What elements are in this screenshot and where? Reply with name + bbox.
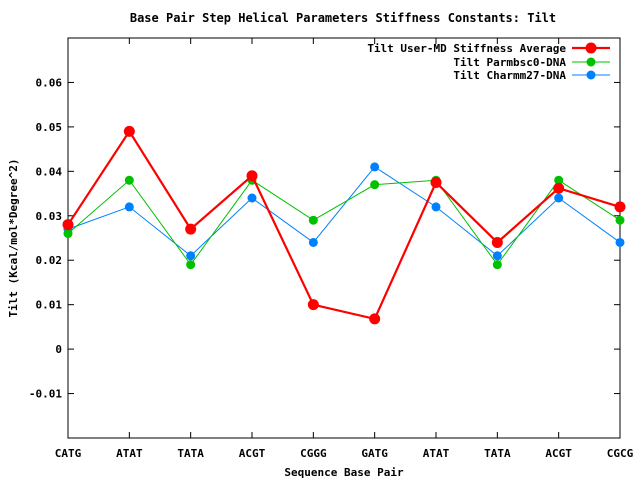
data-point <box>431 202 441 212</box>
y-tick-label: 0.02 <box>36 254 63 267</box>
data-point <box>370 180 380 190</box>
chart-title: Base Pair Step Helical Parameters Stiffn… <box>130 11 556 25</box>
x-tick-label: ACGT <box>239 447 266 460</box>
y-tick-label: 0.06 <box>36 76 63 89</box>
x-tick-label: CGGG <box>300 447 327 460</box>
x-tick-label: CATG <box>55 447 82 460</box>
series-line <box>67 129 621 321</box>
x-tick-label: ATAT <box>423 447 450 460</box>
data-point <box>491 236 503 248</box>
legend-marker <box>586 70 596 80</box>
data-point <box>124 202 134 212</box>
data-point <box>185 223 197 235</box>
data-point <box>62 219 74 231</box>
data-point <box>553 182 565 194</box>
legend-label: Tilt Parmbsc0-DNA <box>453 56 566 69</box>
data-point <box>307 299 319 311</box>
series-line <box>67 179 621 266</box>
x-tick-label: TATA <box>484 447 511 460</box>
series-line <box>67 166 621 257</box>
data-point <box>124 175 134 185</box>
legend-marker <box>586 57 596 67</box>
series-2 <box>63 162 625 261</box>
data-point <box>492 251 502 261</box>
y-axis: -0.01 0 0.01 0.02 0.03 0.04 0.05 0.06 <box>29 76 620 401</box>
x-axis-label: Sequence Base Pair <box>284 466 404 479</box>
data-point <box>308 215 318 225</box>
data-point <box>430 176 442 188</box>
data-point <box>246 170 258 182</box>
data-point <box>186 260 196 270</box>
y-tick-label: 0.04 <box>36 165 63 178</box>
data-point <box>63 229 73 239</box>
y-tick-label: 0 <box>55 343 62 356</box>
data-point <box>369 313 381 325</box>
y-axis-label: Tilt (Kcal/mol*Degree^2) <box>7 159 20 318</box>
x-tick-label: ATAT <box>116 447 143 460</box>
x-tick-label: TATA <box>177 447 204 460</box>
data-point <box>123 125 135 137</box>
series-layer <box>62 125 626 325</box>
y-tick-label: 0.03 <box>36 210 63 223</box>
plot-frame <box>67 37 621 439</box>
legend-marker <box>585 42 597 54</box>
data-point <box>615 215 625 225</box>
x-tick-label: GATG <box>361 447 388 460</box>
x-tick-label: CGCG <box>607 447 634 460</box>
data-point <box>554 193 564 203</box>
data-point <box>492 260 502 270</box>
y-tick-label: -0.01 <box>29 388 62 401</box>
x-axis: CATG ATAT TATA ACGT CGGG GATG ATAT TATA ACGT CGCG <box>55 38 634 460</box>
series-0 <box>62 125 626 325</box>
legend-label: Tilt Charmm27-DNA <box>453 69 566 82</box>
data-point <box>554 175 564 185</box>
data-point <box>370 162 380 172</box>
data-point <box>186 251 196 261</box>
data-point <box>614 201 626 213</box>
series-1 <box>63 175 625 270</box>
y-tick-label: 0.05 <box>36 121 63 134</box>
data-point <box>615 237 625 247</box>
data-point <box>247 193 257 203</box>
data-point <box>308 237 318 247</box>
legend-label: Tilt User-MD Stiffness Average <box>367 42 566 55</box>
y-tick-label: 0.01 <box>36 299 63 312</box>
x-tick-label: ACGT <box>545 447 572 460</box>
